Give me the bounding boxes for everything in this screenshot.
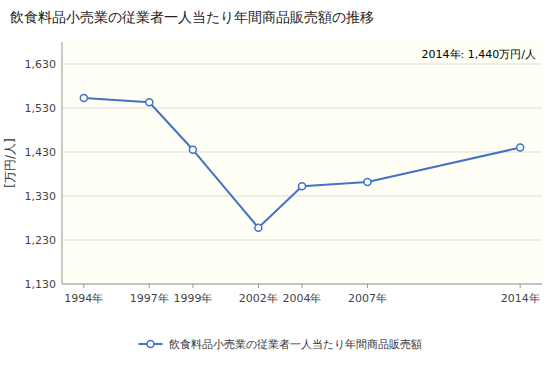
x-tick (520, 284, 521, 288)
chart: 飲食料品小売業の従業者一人当たり年間商品販売額の推移 1,130 1,230 1,33… (0, 0, 560, 366)
grid-line (62, 64, 542, 65)
x-tick-label: 1997年 (130, 292, 169, 305)
grid-line (62, 196, 542, 197)
x-tick (83, 284, 84, 288)
legend-marker (147, 341, 154, 348)
grid-line (62, 284, 542, 285)
x-tick-label: 2014年 (501, 292, 540, 305)
x-tick-label: 2004年 (283, 292, 322, 305)
x-tick-label: 1999年 (173, 292, 212, 305)
grid-line (62, 108, 542, 109)
y-tick-label: 1,430 (25, 146, 57, 159)
point (364, 178, 371, 185)
y-axis-line (62, 42, 63, 284)
x-tick (258, 284, 259, 288)
annotation: 2014年: 1,440万円/人 (422, 48, 536, 61)
grid-line (62, 152, 542, 153)
x-tick (192, 284, 193, 288)
x-tick (149, 284, 150, 288)
x-tick-label: 2002年 (239, 292, 278, 305)
point (189, 146, 196, 153)
legend-label: 飲食料品小売業の従業者一人当たり年間商品販売額 (169, 338, 422, 351)
x-tick (367, 284, 368, 288)
legend-item: 飲食料品小売業の従業者一人当たり年間商品販売額 (139, 338, 422, 351)
plot-background (62, 42, 542, 284)
point (80, 94, 87, 101)
x-tick-label: 1994年 (64, 292, 103, 305)
title: 飲食料品小売業の従業者一人当たり年間商品販売額の推移 (10, 9, 374, 25)
plot-data (80, 94, 523, 231)
x-tick (302, 284, 303, 288)
y-axis-label: [万円/人] (3, 138, 17, 187)
point (517, 144, 524, 151)
point (146, 99, 153, 106)
y-tick-label: 1,130 (25, 278, 57, 291)
point (299, 183, 306, 190)
y-tick-label: 1,630 (25, 58, 57, 71)
y-tick-label: 1,230 (25, 234, 57, 247)
point (255, 224, 262, 231)
y-tick-label: 1,530 (25, 102, 57, 115)
grid-line (62, 240, 542, 241)
line (84, 98, 520, 228)
legend: 飲食料品小売業の従業者一人当たり年間商品販売額 (139, 338, 422, 351)
x-tick-label: 2007年 (348, 292, 387, 305)
x-axis-line (62, 284, 542, 285)
y-tick-label: 1,330 (25, 190, 57, 203)
